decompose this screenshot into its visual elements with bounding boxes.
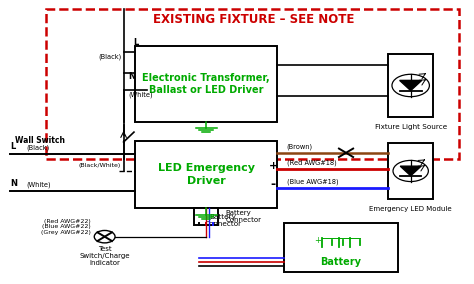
Text: N: N xyxy=(128,72,135,81)
Text: (Grey AWG#22): (Grey AWG#22) xyxy=(41,230,91,235)
Text: L: L xyxy=(10,142,15,151)
Text: EXISTING FIXTURE – SEE NOTE: EXISTING FIXTURE – SEE NOTE xyxy=(153,12,354,26)
Text: +: + xyxy=(269,161,278,171)
Text: (Black): (Black) xyxy=(98,54,121,60)
Bar xyxy=(136,46,277,122)
Text: (Black/White): (Black/White) xyxy=(79,163,121,168)
Bar xyxy=(388,143,433,199)
Text: +: + xyxy=(314,235,321,245)
Text: Battery: Battery xyxy=(320,257,362,267)
Text: Wall Switch: Wall Switch xyxy=(15,136,65,145)
Text: (Red AWG#22): (Red AWG#22) xyxy=(44,219,91,224)
Text: (Blue AWG#18): (Blue AWG#18) xyxy=(287,179,338,185)
Text: Electronic Transformer,
Ballast or LED Driver: Electronic Transformer, Ballast or LED D… xyxy=(143,73,270,95)
Text: -: - xyxy=(271,178,276,191)
Text: (Black): (Black) xyxy=(27,144,50,151)
Bar xyxy=(194,208,218,225)
Text: LED Emergency
Driver: LED Emergency Driver xyxy=(158,163,255,186)
Bar xyxy=(284,223,398,272)
Text: (White): (White) xyxy=(27,181,51,188)
Text: Fixture Light Source: Fixture Light Source xyxy=(374,124,447,130)
Text: N: N xyxy=(10,179,17,188)
Text: (Blue AWG#22): (Blue AWG#22) xyxy=(42,224,91,229)
Text: L: L xyxy=(133,38,138,47)
Text: (Red AWG#18): (Red AWG#18) xyxy=(287,160,337,166)
Polygon shape xyxy=(400,166,421,176)
Text: (Brown): (Brown) xyxy=(287,143,313,150)
Text: Emergency LED Module: Emergency LED Module xyxy=(369,206,452,212)
Text: Battery
Connector: Battery Connector xyxy=(204,214,241,227)
Bar xyxy=(388,55,433,116)
Text: Test
Switch/Charge
Indicator: Test Switch/Charge Indicator xyxy=(80,246,130,266)
Bar xyxy=(136,141,277,208)
Bar xyxy=(46,9,459,159)
Text: (White): (White) xyxy=(128,92,153,98)
Polygon shape xyxy=(400,80,422,91)
Text: Battery
Connector: Battery Connector xyxy=(225,210,261,224)
